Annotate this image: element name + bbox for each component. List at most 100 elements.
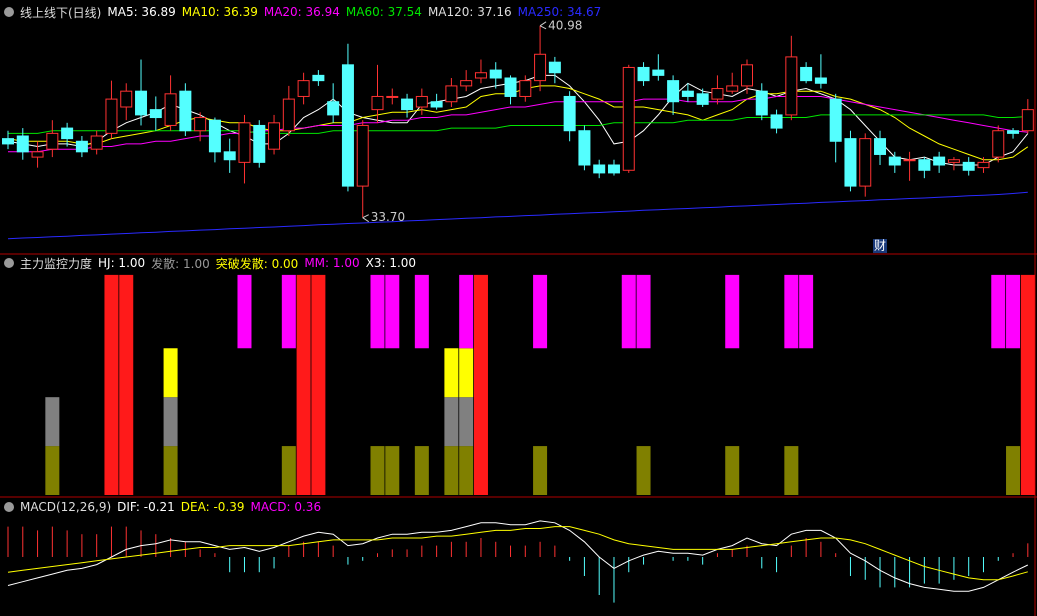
legend-entry: MM: 1.00 (304, 256, 360, 270)
candle-body (356, 124, 369, 187)
legend-entry: MA5: 36.89 (107, 5, 176, 19)
candle-body (61, 127, 74, 140)
legend-entry: X3: 1.00 (365, 256, 417, 270)
candle-body (563, 95, 576, 132)
candle-body (578, 130, 591, 166)
signal-bar (991, 274, 1006, 349)
signal-bar (370, 274, 385, 349)
candle-body (947, 159, 960, 163)
candle-body (223, 151, 236, 161)
candle-body (696, 93, 709, 105)
signal-bar (444, 397, 459, 447)
candle-body (2, 138, 14, 145)
event-marker: 财 (874, 239, 886, 253)
candle-body (401, 98, 414, 111)
candle-body (149, 109, 162, 119)
legend-entry: MA60: 37.54 (345, 5, 422, 19)
panel-header: 线上线下(日线) MA5: 36.89 MA10: 36.39 MA20: 36.94… (4, 4, 601, 20)
candle-body (755, 90, 768, 116)
candle-body (75, 140, 88, 153)
signal-bar (621, 274, 636, 349)
legend-entry: HJ: 1.00 (98, 256, 146, 270)
candle-body (341, 64, 354, 187)
signal-bar (533, 446, 548, 495)
signal-bar (385, 446, 400, 495)
candle-body (726, 85, 739, 92)
signal-bar (1006, 446, 1021, 495)
ma-line (7, 85, 1029, 161)
macd-line (7, 520, 1029, 592)
candle-body (504, 77, 517, 97)
candle-body (238, 122, 251, 163)
signal-bar (311, 274, 326, 495)
panel-title: MACD(12,26,9) (20, 500, 112, 514)
candle-body (386, 95, 399, 98)
candle-body (430, 101, 443, 108)
signal-bar (725, 274, 740, 349)
signal-bar (1020, 274, 1035, 495)
candle-body (46, 132, 59, 150)
candle-body (622, 66, 635, 171)
event-marker-box (873, 239, 888, 253)
candle-body (903, 159, 916, 162)
legend-entry: MACD: 0.36 (250, 500, 322, 514)
signal-bar (45, 446, 60, 495)
signal-bar (725, 446, 740, 495)
candle-body (652, 69, 665, 76)
candle-body (135, 90, 148, 116)
signal-bar (459, 397, 474, 447)
candle-body (593, 164, 606, 174)
candle-body (164, 93, 177, 126)
legend-entry: 发散: 1.00 (151, 256, 210, 271)
candle-body (268, 122, 281, 150)
legend-entry: 突破发散: 0.00 (215, 256, 299, 271)
candle-body (460, 80, 473, 87)
signal-bar (473, 274, 488, 495)
legend-entry: MA250: 34.67 (517, 5, 602, 19)
candle-body (179, 90, 192, 132)
candle-body (253, 124, 266, 163)
candle-body (534, 53, 547, 82)
candle-body (814, 77, 827, 84)
candle-body (770, 114, 783, 129)
candle-body (489, 69, 502, 79)
signal-bar (459, 446, 474, 495)
candle-body (829, 98, 842, 142)
panel-title: 线上线下(日线) (20, 5, 102, 20)
candle-body (859, 138, 872, 187)
collapse-icon (4, 258, 14, 268)
candle-body (297, 80, 310, 97)
candle-body (844, 138, 857, 187)
signal-bar (281, 446, 296, 495)
signal-bar (784, 446, 799, 495)
legend-entry: MA10: 36.39 (181, 5, 258, 19)
ma-line (7, 191, 1028, 240)
signal-bar (799, 274, 814, 349)
signal-bar (163, 397, 178, 447)
candle-body (312, 74, 325, 82)
signal-bar (444, 446, 459, 495)
candle-body (874, 138, 887, 155)
candle-body (800, 66, 813, 82)
candle-body (785, 56, 798, 116)
candle-body (415, 95, 428, 108)
candle-body (120, 90, 133, 108)
signal-bar (459, 348, 474, 398)
signal-bar (370, 446, 385, 495)
candle-body (918, 159, 931, 171)
annotation-arrow (539, 21, 547, 30)
candle-body (977, 161, 990, 169)
signal-bar (414, 446, 429, 495)
candle-body (194, 117, 207, 132)
candle-body (105, 98, 118, 134)
legend-entry: MA120: 37.16 (427, 5, 512, 19)
signal-bar (296, 274, 311, 495)
signal-bar (1006, 274, 1021, 349)
signal-bar (281, 274, 296, 349)
candle-body (474, 72, 487, 79)
candle-body (16, 135, 29, 153)
collapse-icon (4, 7, 14, 17)
candle-body (371, 95, 384, 111)
candle-body (282, 98, 295, 132)
